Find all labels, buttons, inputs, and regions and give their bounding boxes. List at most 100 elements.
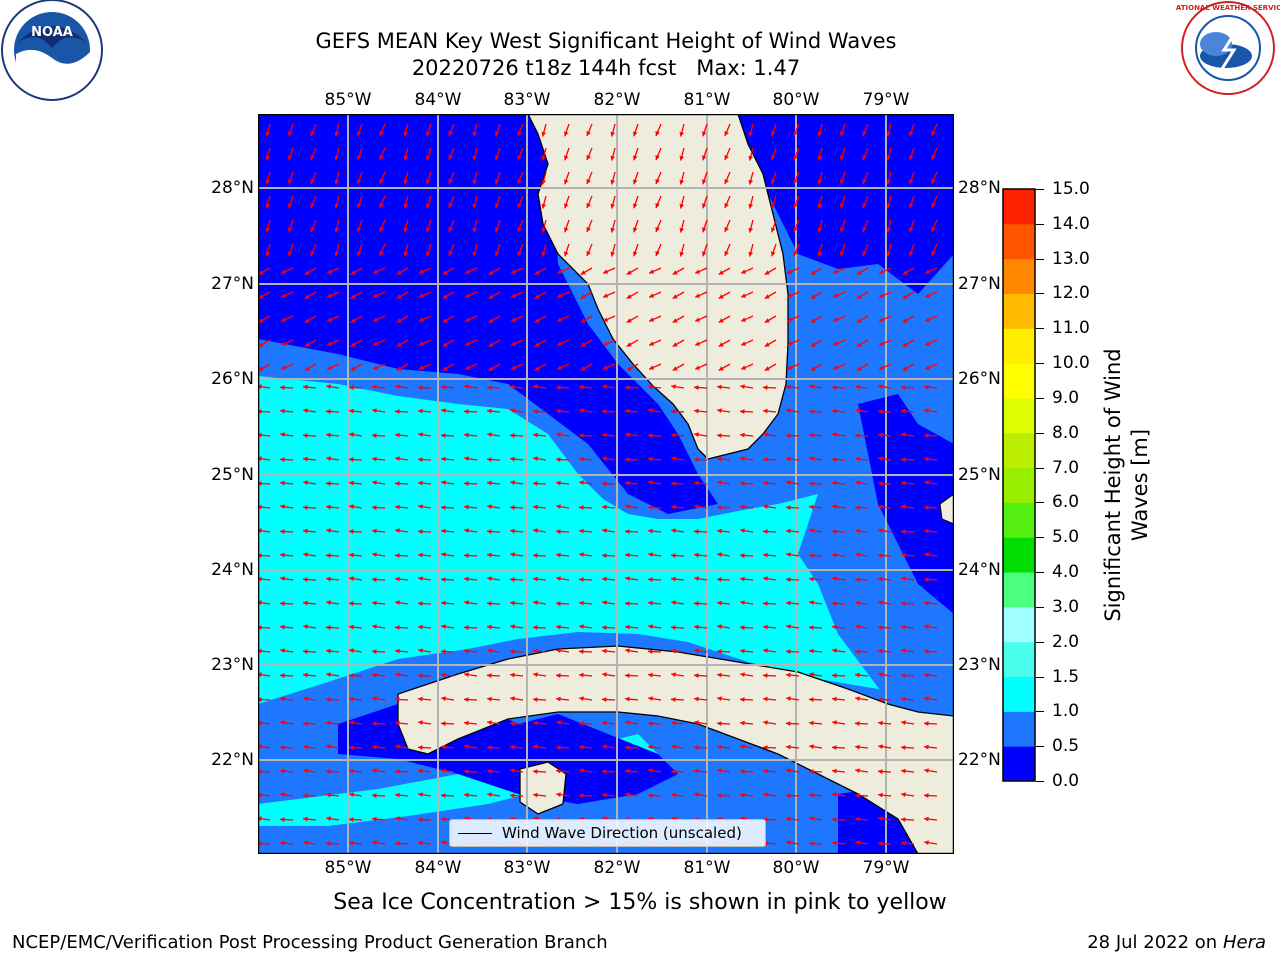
colorbar-segment [1003, 432, 1035, 469]
wave-direction-arrow [786, 624, 800, 630]
wave-direction-arrow [418, 432, 432, 438]
wave-direction-arrow [356, 123, 363, 137]
wave-direction-arrow [356, 171, 363, 185]
lat-label-left-27n: 27°N [211, 274, 254, 294]
colorbar-tick-mark [1036, 363, 1044, 365]
lat-label-left-22n: 22°N [211, 750, 254, 770]
lat-label-left-25n: 25°N [211, 465, 254, 485]
wave-direction-arrow [626, 315, 639, 324]
wave-direction-arrow [310, 195, 317, 209]
wave-direction-arrow [762, 673, 777, 678]
wave-direction-arrow [924, 408, 938, 414]
wave-direction-arrow [494, 147, 501, 161]
wave-direction-arrow [448, 147, 455, 161]
wave-direction-arrow [763, 432, 777, 438]
wave-direction-arrow [349, 792, 363, 798]
wave-direction-arrow [809, 672, 823, 678]
wave-direction-arrow [809, 504, 823, 510]
wave-direction-arrow [610, 219, 616, 233]
wave-direction-arrow [326, 315, 340, 322]
wave-direction-arrow [533, 456, 547, 462]
wave-direction-arrow [441, 552, 455, 558]
wave-direction-arrow [325, 697, 340, 702]
wave-direction-arrow [541, 147, 547, 161]
wave-direction-arrow [878, 291, 892, 298]
wave-direction-arrow [808, 553, 823, 558]
wave-direction-arrow [349, 480, 363, 486]
wave-direction-arrow [533, 672, 547, 678]
wave-direction-arrow [763, 480, 777, 486]
wave-direction-arrow [923, 433, 938, 438]
wave-direction-arrow [578, 505, 593, 510]
wave-direction-arrow [748, 243, 754, 257]
wave-direction-arrow [280, 504, 294, 510]
wave-direction-arrow [809, 744, 823, 750]
wave-direction-arrow [517, 171, 524, 185]
wave-direction-arrow [418, 696, 432, 702]
wave-direction-arrow [786, 408, 800, 414]
wave-direction-arrow [487, 720, 501, 726]
wave-direction-arrow [817, 195, 823, 209]
wave-direction-arrow [579, 552, 593, 558]
wave-direction-arrow [463, 481, 478, 486]
wave-direction-arrow [395, 600, 409, 606]
wave-direction-arrow [648, 456, 662, 462]
wave-direction-arrow [648, 768, 662, 774]
wave-direction-arrow [463, 769, 478, 774]
wave-direction-arrow [671, 744, 685, 750]
wave-direction-arrow [534, 315, 547, 324]
wave-direction-arrow [326, 363, 340, 370]
wave-direction-arrow [886, 195, 892, 209]
credit-right: 28 Jul 2022 on Hera [1087, 932, 1266, 953]
wave-direction-arrow [717, 384, 731, 390]
wave-direction-arrow [832, 576, 846, 582]
wave-direction-arrow [303, 768, 317, 774]
wave-direction-arrow [532, 553, 547, 558]
wave-direction-arrow [396, 291, 409, 300]
wave-direction-arrow [694, 768, 708, 774]
wave-direction-arrow [832, 291, 846, 298]
wave-direction-arrow [517, 123, 524, 137]
wave-direction-arrow [632, 147, 639, 161]
wave-direction-arrow [580, 315, 593, 324]
colorbar-tick-label: 15.0 [1052, 179, 1090, 199]
wave-direction-arrow [510, 267, 524, 274]
wave-direction-arrow [287, 147, 294, 161]
wave-direction-arrow [855, 624, 869, 630]
wave-direction-arrow [602, 576, 616, 582]
wave-direction-arrow [279, 673, 294, 678]
wave-direction-arrow [326, 600, 340, 606]
wave-direction-arrow [348, 673, 363, 678]
wave-direction-arrow [717, 552, 731, 558]
wave-direction-arrow [578, 649, 593, 654]
wave-direction-arrow [418, 339, 432, 346]
wave-direction-arrow [440, 793, 455, 798]
wave-direction-arrow [902, 267, 915, 276]
chart-title: GEFS MEAN Key West Significant Height of… [315, 29, 897, 53]
wave-direction-arrow [602, 504, 616, 510]
colorbar-tick-mark [1036, 711, 1044, 713]
wave-direction-arrow [563, 147, 570, 161]
wave-direction-arrow [325, 625, 340, 630]
wave-direction-arrow [586, 123, 593, 137]
wave-direction-arrow [441, 744, 455, 750]
wave-direction-arrow [672, 267, 685, 276]
wave-direction-arrow [762, 745, 777, 750]
wave-direction-arrow [287, 171, 294, 185]
wave-direction-arrow [280, 768, 294, 774]
wave-direction-arrow [534, 291, 547, 300]
wave-direction-arrow [694, 792, 708, 798]
wave-direction-arrow [494, 171, 501, 185]
wave-direction-arrow [632, 123, 639, 137]
wave-direction-arrow [786, 768, 800, 774]
wave-direction-arrow [541, 219, 547, 233]
wave-direction-arrow [349, 408, 363, 414]
wave-direction-arrow [763, 696, 777, 702]
grid-lines [258, 114, 954, 854]
wave-direction-arrow [326, 291, 340, 298]
wave-direction-arrow [832, 840, 846, 846]
wave-direction-arrow [748, 219, 754, 233]
wave-direction-arrow [510, 384, 524, 390]
wave-direction-arrow [395, 672, 409, 678]
wave-direction-arrow [901, 576, 915, 582]
